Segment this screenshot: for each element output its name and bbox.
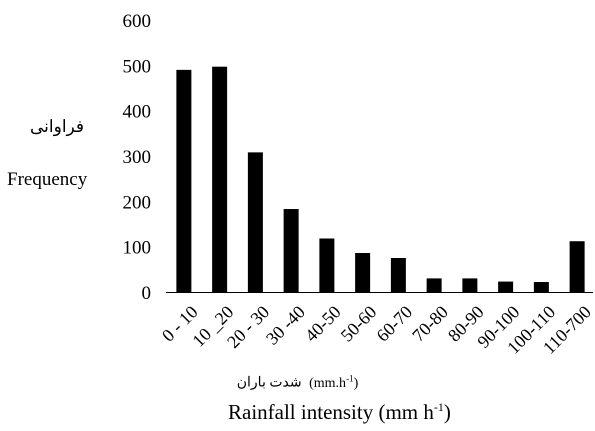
bar xyxy=(355,253,371,292)
y-tick-label: 300 xyxy=(123,147,152,168)
bar xyxy=(247,152,263,292)
y-axis-label: Frequency xyxy=(7,169,88,190)
x-tick-label: 40-50 xyxy=(301,302,345,346)
x-axis-unit-persian: شدت باران xyxy=(236,375,302,391)
x-tick-label: 50-60 xyxy=(337,302,381,346)
x-axis-unit: (mm.h-1) xyxy=(309,373,359,391)
y-tick-label: 600 xyxy=(123,11,152,32)
bar xyxy=(283,209,299,292)
bar xyxy=(533,282,549,292)
bars-group xyxy=(176,66,585,293)
y-axis-ticks: 0 100 200 300 400 500 600 xyxy=(123,11,152,304)
bar xyxy=(212,66,228,293)
bar xyxy=(390,258,406,292)
bar xyxy=(176,69,192,292)
x-tick-label: 60-70 xyxy=(372,302,416,346)
x-tick-label: 30 -40 xyxy=(262,302,309,349)
bar xyxy=(498,281,514,292)
bar xyxy=(462,278,478,292)
x-axis-label: Rainfall intensity (mm h-1) xyxy=(228,400,451,424)
x-tick-label: 70-80 xyxy=(408,302,452,346)
y-tick-label: 100 xyxy=(123,238,152,259)
bar xyxy=(426,278,442,292)
y-axis-label-persian: فراوانی xyxy=(30,117,85,136)
bar xyxy=(569,241,585,292)
y-tick-label: 500 xyxy=(123,56,152,77)
bar xyxy=(319,238,335,292)
y-tick-label: 0 xyxy=(142,283,152,304)
x-axis-unit-label: شدت باران (mm.h-1) xyxy=(0,373,595,392)
y-tick-label: 200 xyxy=(123,192,152,213)
y-tick-label: 400 xyxy=(123,102,152,123)
